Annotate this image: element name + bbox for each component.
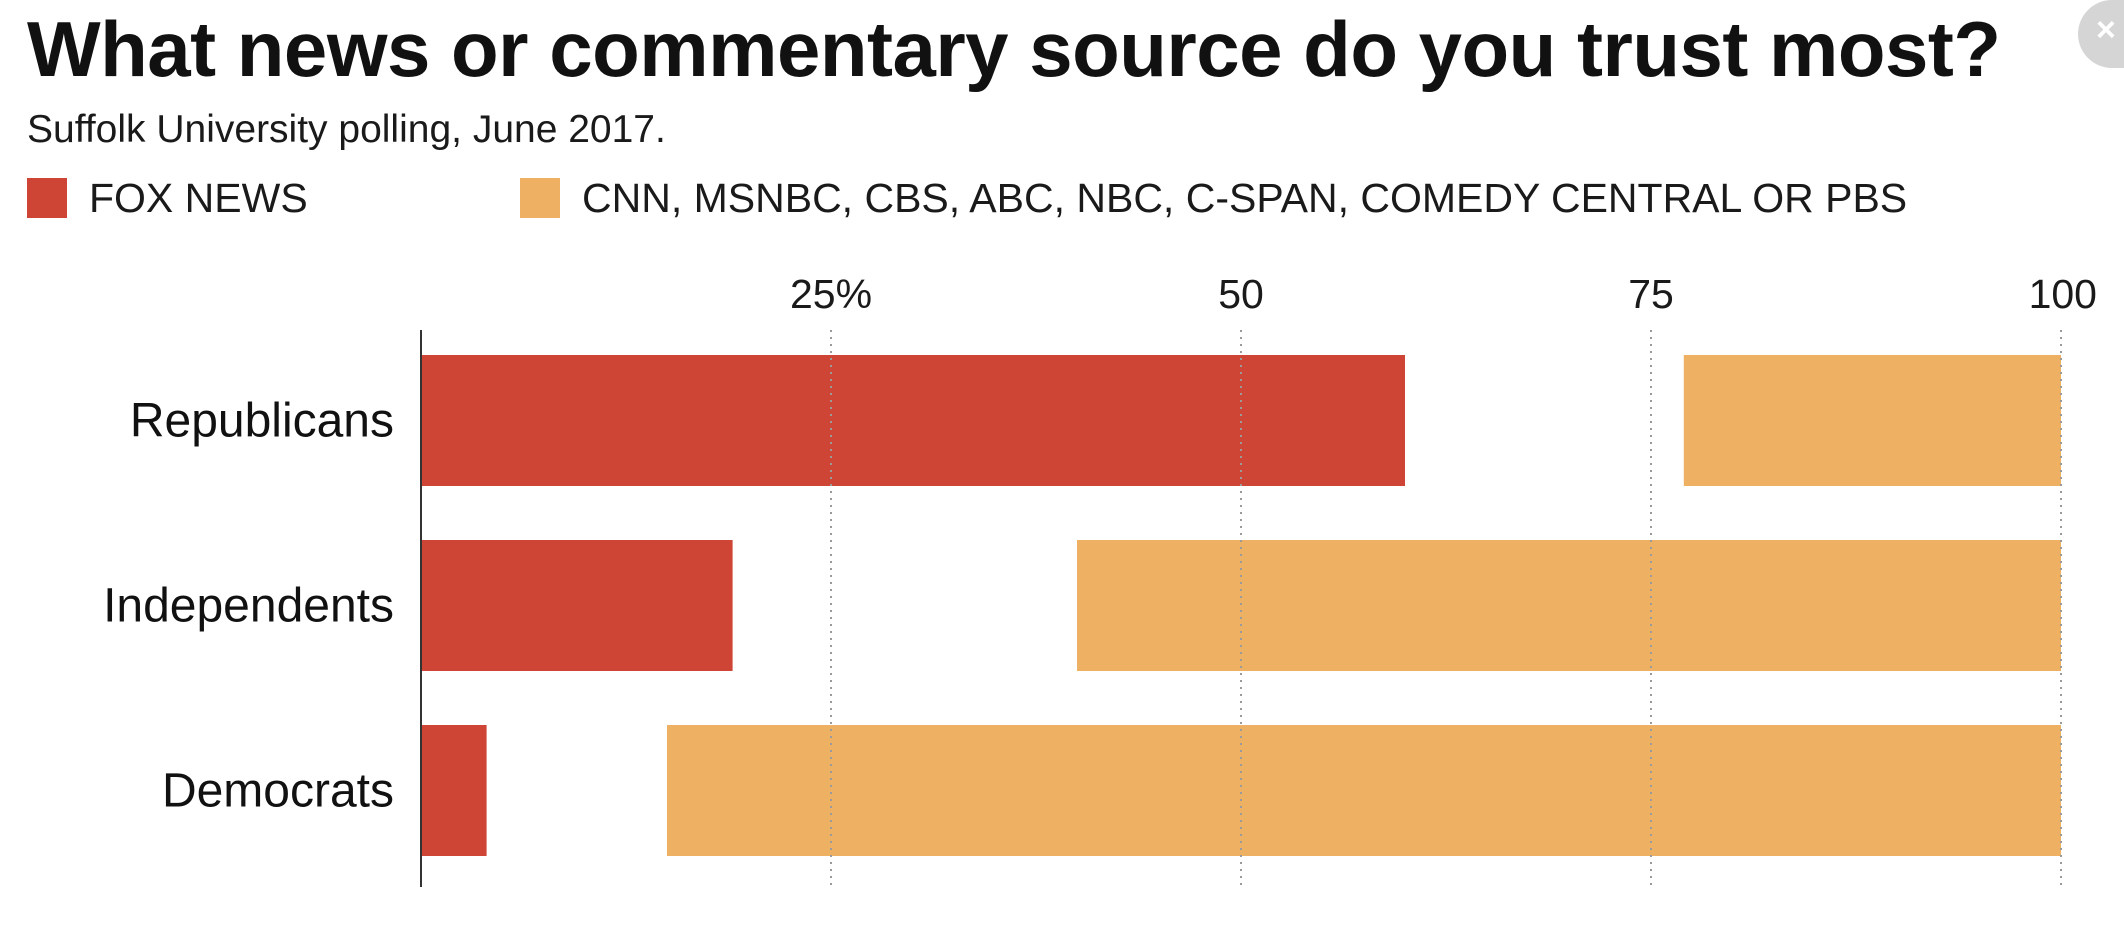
legend-item-fox-news: FOX NEWS: [27, 170, 308, 226]
legend-item-other-networks: CNN, MSNBC, CBS, ABC, NBC, C-SPAN, COMED…: [520, 170, 1907, 226]
bar-independents-fox-news: [421, 540, 733, 671]
close-icon[interactable]: ×: [2078, 0, 2124, 68]
chart-title: What news or commentary source do you tr…: [27, 5, 2001, 93]
bar-democrats-fox-news: [421, 725, 487, 856]
category-label-independents: Independents: [103, 580, 394, 633]
bar-democrats-other-networks: [667, 725, 2061, 856]
legend-label-other-networks: CNN, MSNBC, CBS, ABC, NBC, C-SPAN, COMED…: [582, 174, 1908, 221]
x-tick-label-100: 100: [2029, 271, 2097, 317]
category-label-republicans: Republicans: [130, 395, 394, 448]
category-label-democrats: Democrats: [162, 765, 394, 818]
legend-swatch-fox-news: [27, 178, 67, 218]
x-tick-label-50: 50: [1218, 271, 1264, 317]
x-tick-label-25: 25%: [790, 271, 872, 317]
chart-subtitle: Suffolk University polling, June 2017.: [27, 108, 666, 151]
legend-swatch-other-networks: [520, 178, 560, 218]
legend-label-fox-news: FOX NEWS: [89, 174, 308, 221]
bar-republicans-fox-news: [421, 355, 1405, 486]
bar-independents-other-networks: [1077, 540, 2061, 671]
x-tick-label-75: 75: [1628, 271, 1674, 317]
bar-republicans-other-networks: [1683, 355, 2061, 486]
